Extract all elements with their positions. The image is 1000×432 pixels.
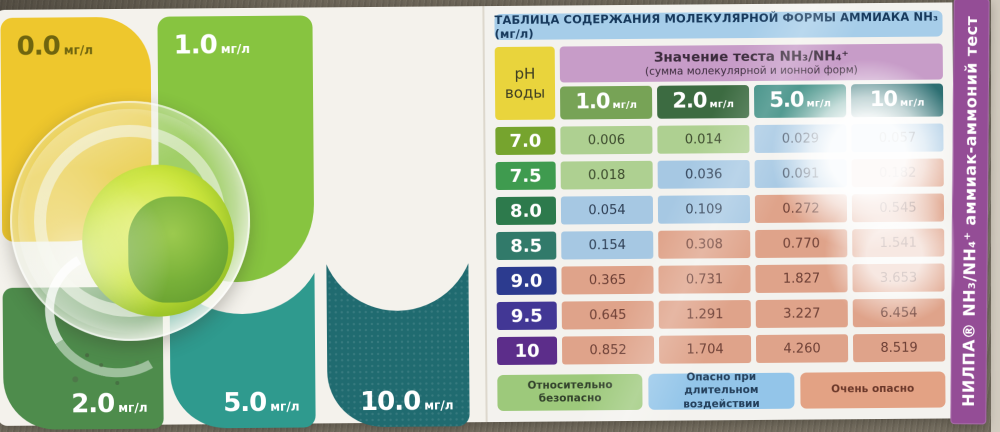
brand-strip: НИЛПА® NH₃/NH₄⁺ аммиак-аммоний тест — [950, 0, 990, 425]
value-cell: 0.731 — [658, 265, 751, 294]
ph-cell: 7.5 — [495, 161, 556, 191]
color-patch-10.0: 10.0 мг/л — [326, 230, 470, 428]
patch-label-0.0: 0.0 мг/л — [16, 31, 94, 62]
column-header: 2.0 мг/л — [656, 85, 750, 119]
test-value-header: Значение теста NH₃/NH₄⁺ (сумма молекуляр… — [559, 43, 943, 83]
table-header: pH воды Значение теста NH₃/NH₄⁺ (сумма м… — [494, 43, 944, 121]
value-cell: 0.365 — [561, 265, 654, 295]
table-row: 9.5 0.645 1.291 3.227 6.454 — [496, 298, 945, 331]
legend: Относительно безопасно Опасно при длитель… — [497, 371, 946, 412]
column-header: 1.0 мг/л — [560, 85, 653, 120]
value-cell: 0.029 — [754, 124, 847, 153]
table-row: 7.5 0.018 0.036 0.091 0.182 — [495, 158, 944, 191]
test-header-subtitle: (сумма молекулярной и ионной форм) — [644, 63, 858, 78]
value-cell: 0.006 — [560, 125, 653, 155]
ph-cell: 10 — [496, 336, 558, 366]
ammonia-table-card: ТАБЛИЦА СОДЕРЖАНИЯ МОЛЕКУЛЯРНОЙ ФОРМЫ АМ… — [482, 2, 956, 423]
value-cell: 0.770 — [755, 229, 848, 258]
color-chart-card: 0.0 мг/л 5.0 мг/л 10.0 мг/л 1.0 мг/л — [0, 6, 486, 430]
column-headers: 1.0 мг/л 2.0 мг/л 5.0 мг/л 10 мг/л — [560, 83, 944, 120]
legend-item: Относительно безопасно — [497, 373, 643, 412]
value-cell: 0.018 — [560, 160, 653, 190]
sample-cup — [9, 99, 251, 392]
ph-cell: 9.0 — [496, 266, 557, 296]
column-unit: мг/л — [806, 98, 831, 110]
ph-cell: 8.5 — [496, 231, 557, 261]
patch-label-5.0: 5.0 мг/л — [223, 387, 300, 419]
ph-cell: 9.5 — [496, 301, 557, 331]
value-cell: 0.036 — [657, 160, 750, 189]
value-cell: 0.545 — [851, 193, 945, 223]
table-row: 8.5 0.154 0.308 0.770 1.541 — [496, 228, 945, 261]
table-row: 7.0 0.006 0.014 0.029 0.057 — [495, 123, 944, 156]
value-cell: 0.272 — [754, 194, 848, 223]
value-cell: 0.057 — [851, 123, 944, 153]
value-cell: 0.054 — [560, 195, 654, 225]
brand-label: НИЛПА® NH₃/NH₄⁺ аммиак-аммоний тест — [958, 15, 982, 407]
value-cell: 0.182 — [851, 158, 944, 188]
value-cell: 0.852 — [561, 335, 655, 365]
table-row: 8.0 0.054 0.109 0.272 0.545 — [495, 193, 945, 226]
patch-unit: мг/л — [270, 399, 300, 414]
value-cell: 0.091 — [754, 159, 847, 188]
value-cell: 8.519 — [852, 333, 946, 363]
legend-item: Опасно при длительном воздействии — [648, 371, 795, 410]
cup-specks — [85, 353, 90, 358]
table-title: ТАБЛИЦА СОДЕРЖАНИЯ МОЛЕКУЛЯРНОЙ ФОРМЫ АМ… — [494, 10, 943, 41]
column-unit: мг/л — [612, 99, 637, 112]
column-unit: мг/л — [709, 99, 734, 111]
test-header-title: Значение теста NH₃/NH₄⁺ — [653, 47, 849, 66]
ph-header-line1: pH — [514, 64, 536, 83]
patch-unit: мг/л — [118, 400, 148, 415]
column-header: 5.0 мг/л — [753, 84, 847, 118]
column-value: 1.0 — [575, 89, 610, 114]
column-value: 5.0 — [769, 87, 804, 112]
ph-column-header: pH воды — [494, 46, 556, 121]
value-cell: 3.653 — [852, 263, 945, 293]
patch-label-1.0: 1.0 мг/л — [173, 30, 251, 61]
patch-unit: мг/л — [424, 398, 454, 413]
patch-value: 0.0 — [16, 31, 60, 62]
patch-value: 5.0 — [223, 387, 267, 419]
patch-value: 2.0 — [71, 389, 115, 420]
table-row: 9.0 0.365 0.731 1.827 3.653 — [496, 263, 945, 296]
value-cell: 0.154 — [561, 230, 654, 260]
patch-unit: мг/л — [220, 41, 251, 57]
patch-unit: мг/л — [63, 43, 94, 58]
value-cell: 0.645 — [561, 300, 654, 330]
value-cell: 0.308 — [658, 230, 751, 259]
column-value: 2.0 — [672, 88, 707, 113]
value-cell: 1.541 — [852, 228, 945, 258]
patch-label-10.0: 10.0 мг/л — [359, 386, 454, 418]
patch-value: 10.0 — [359, 386, 421, 418]
patch-label-2.0: 2.0 мг/л — [71, 389, 148, 420]
table-row: 10 0.852 1.704 4.260 8.519 — [496, 333, 946, 366]
ph-header-line2: воды — [504, 83, 546, 102]
column-unit: мг/л — [900, 97, 925, 109]
value-cell: 4.260 — [755, 334, 849, 363]
column-value: 10 — [869, 86, 898, 112]
value-cell: 1.291 — [658, 300, 751, 329]
ph-cell: 7.0 — [495, 126, 556, 156]
test-value-header-group: Значение теста NH₃/NH₄⁺ (сумма молекуляр… — [559, 43, 944, 120]
value-cell: 0.014 — [657, 125, 750, 154]
value-cell: 3.227 — [755, 299, 848, 328]
value-cell: 1.827 — [755, 264, 848, 293]
legend-item: Очень опасно — [799, 371, 946, 409]
value-cell: 6.454 — [852, 298, 945, 328]
value-cell: 0.109 — [657, 195, 751, 224]
column-header: 10 мг/л — [850, 83, 944, 118]
ph-cell: 8.0 — [495, 196, 557, 226]
value-cell: 1.704 — [658, 335, 752, 364]
patch-value: 1.0 — [173, 30, 217, 61]
table-rows: 7.0 0.006 0.014 0.029 0.057 7.5 0.018 0.036 0.09… — [495, 123, 946, 366]
